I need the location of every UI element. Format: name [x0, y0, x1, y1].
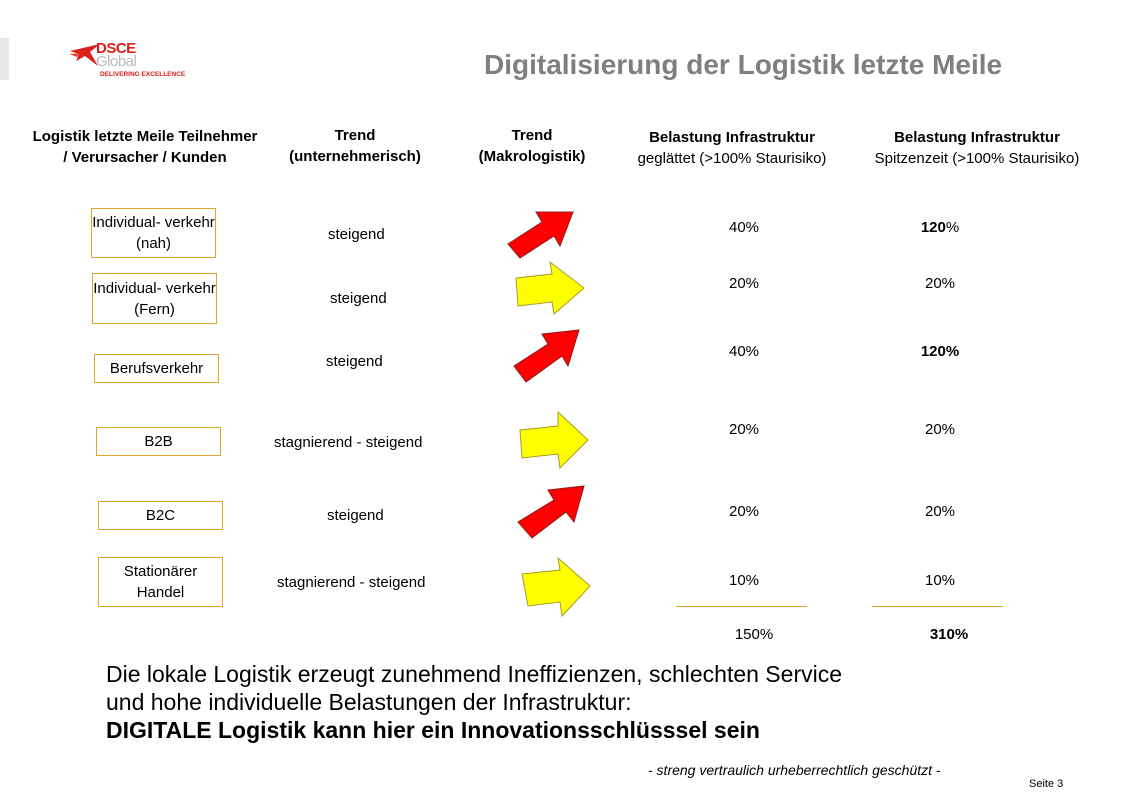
total-smoothed: 150%	[734, 626, 774, 643]
participant-box: Individual- verkehr (nah)	[91, 208, 216, 258]
logo-tagline: DELIVERING EXCELLENCE	[100, 71, 186, 78]
participant-box: Individual- verkehr (Fern)	[92, 273, 217, 324]
plane-logo-icon	[69, 44, 100, 66]
confidentiality-footer: - streng vertraulich urheberrechtlich ge…	[648, 762, 941, 778]
load-peak-value: 20%	[880, 421, 1000, 438]
participant-box: Stationärer Handel	[98, 557, 223, 607]
trend-text: stagnierend - steigend	[277, 574, 426, 591]
trend-text: stagnierend - steigend	[274, 434, 423, 451]
red-arrow-icon	[513, 329, 580, 383]
load-smoothed-value: 40%	[728, 219, 760, 236]
sum-divider	[872, 606, 1003, 607]
total-peak: 310%	[929, 626, 969, 643]
company-logo: DSCE Global DELIVERING EXCELLENCE	[68, 40, 208, 84]
yellow-arrow-icon	[515, 260, 585, 315]
red-arrow-icon	[507, 211, 574, 259]
logo-text-global: Global	[96, 53, 137, 70]
load-smoothed-value: 20%	[728, 275, 760, 292]
trend-text: steigend	[327, 507, 384, 524]
summary-text: Die lokale Logistik erzeugt zunehmend In…	[106, 660, 842, 744]
participant-box: B2B	[96, 427, 221, 456]
header-load-peak: Belastung Infrastruktur Spitzenzeit (>10…	[852, 127, 1102, 169]
load-peak-unit: 20%	[924, 503, 956, 520]
participant-box: Berufsverkehr	[94, 354, 219, 383]
yellow-arrow-icon	[521, 556, 591, 618]
header-load-peak-sub: Spitzenzeit (>100% Staurisiko)	[874, 150, 1080, 167]
load-smoothed-value: 20%	[728, 503, 760, 520]
yellow-arrow-icon	[519, 410, 589, 470]
header-load-peak-title: Belastung Infrastruktur	[894, 129, 1060, 146]
sum-divider	[676, 606, 807, 607]
header-load-smoothed-title: Belastung Infrastruktur	[649, 129, 815, 146]
red-arrow-icon	[517, 485, 585, 539]
summary-conclusion: DIGITALE Logistik kann hier ein Innovati…	[106, 717, 760, 743]
load-peak-value: 10%	[880, 572, 1000, 589]
load-peak-unit: %	[945, 219, 960, 236]
load-peak-value: 20%	[880, 503, 1000, 520]
load-peak-value: 120%	[880, 343, 1000, 360]
summary-line: und hohe individuelle Belastungen der In…	[106, 689, 632, 715]
header-load-smoothed-sub: geglättet (>100% Staurisiko)	[637, 150, 827, 167]
load-peak-unit: 10%	[924, 572, 956, 589]
load-peak-bold: 120	[920, 219, 946, 236]
load-smoothed-value: 20%	[728, 421, 760, 438]
load-peak-value: 20%	[880, 275, 1000, 292]
logo-text-dsce: DSCE	[96, 40, 136, 57]
header-trend-business: Trend (unternehmerisch)	[289, 127, 421, 165]
load-smoothed-value: 10%	[728, 572, 760, 589]
load-smoothed-value: 40%	[728, 343, 760, 360]
slide-title: Digitalisierung der Logistik letzte Meil…	[484, 49, 1003, 80]
load-peak-unit: 20%	[924, 275, 956, 292]
header-participants: Logistik letzte Meile Teilnehmer / Verur…	[32, 128, 258, 166]
trend-text: steigend	[326, 353, 383, 370]
load-peak-value: 120%	[880, 219, 1000, 236]
trend-text: steigend	[330, 290, 387, 307]
summary-line: Die lokale Logistik erzeugt zunehmend In…	[106, 661, 842, 687]
load-peak-bold: 120%	[920, 343, 960, 360]
slide-edge-marker	[0, 38, 9, 80]
participant-box: B2C	[98, 501, 223, 530]
load-peak-unit: 20%	[924, 421, 956, 438]
header-trend-macro: Trend (Makrologistik)	[478, 127, 586, 165]
header-load-smoothed: Belastung Infrastruktur geglättet (>100%…	[612, 127, 852, 169]
trend-text: steigend	[328, 226, 385, 243]
page-number: Seite 3	[1029, 778, 1064, 790]
